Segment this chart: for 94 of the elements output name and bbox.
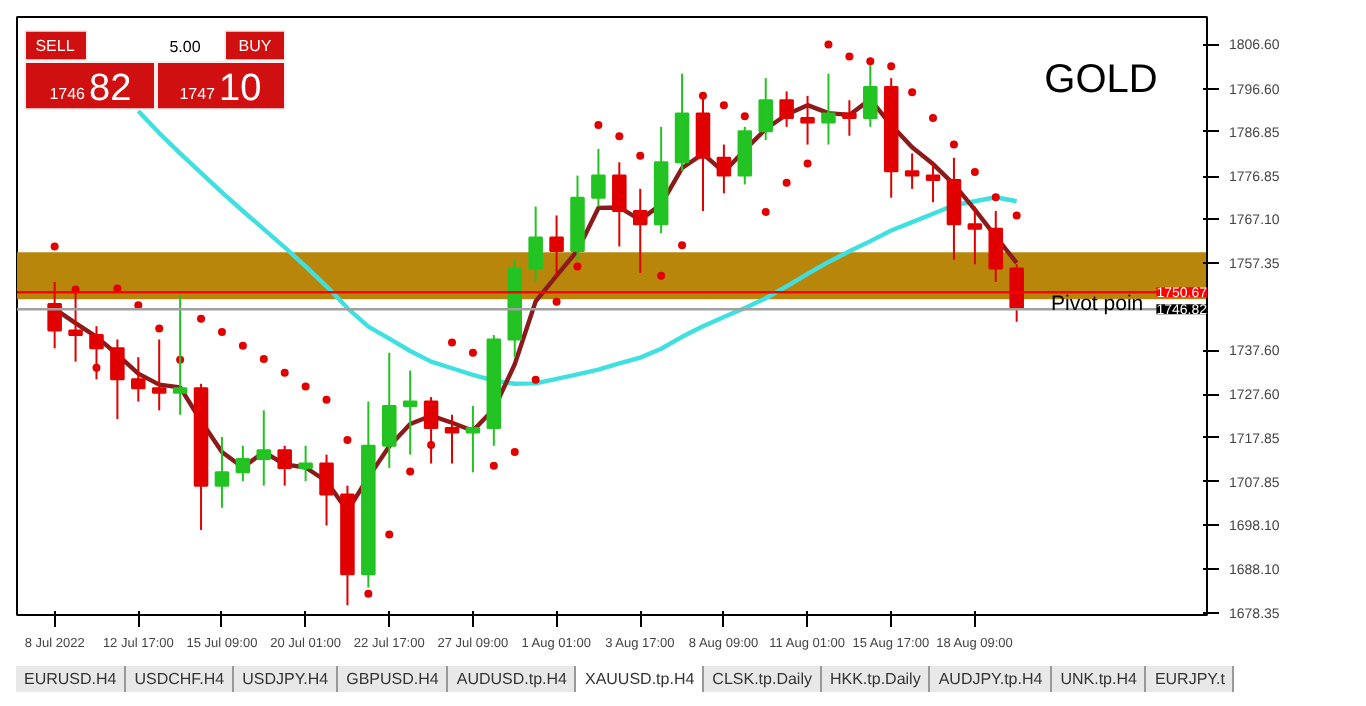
point [510, 448, 519, 456]
text: CLSK.tp.Daily [704, 666, 822, 693]
text: GBPUSD.H4 [338, 666, 449, 693]
point [594, 121, 603, 130]
point [866, 57, 875, 66]
candlestick [821, 72, 836, 146]
annotation: BUY [238, 37, 273, 56]
candlestick [151, 338, 167, 412]
candlestick [381, 351, 397, 469]
point [740, 112, 749, 121]
point [364, 589, 373, 598]
annotation: 5.00 [169, 38, 202, 57]
text: AUDUSD.tp.H4 [448, 666, 577, 693]
candlestick [131, 356, 146, 403]
point [238, 341, 247, 350]
candlestick [842, 99, 857, 137]
annotation: 1747 [179, 85, 217, 104]
point [552, 297, 561, 306]
point [824, 40, 833, 49]
candlestick [612, 161, 627, 248]
candlestick [277, 444, 292, 487]
candlestick [632, 187, 648, 275]
point [322, 395, 331, 404]
point [573, 262, 582, 271]
candlestick [528, 205, 543, 283]
candlestick [737, 125, 753, 186]
point [385, 530, 394, 539]
point [343, 436, 352, 445]
candlestick [758, 77, 773, 142]
candlestick [904, 152, 920, 190]
point [887, 62, 896, 71]
candlestick [319, 453, 334, 527]
point [406, 467, 415, 476]
point [678, 241, 687, 250]
candlestick [988, 210, 1004, 283]
candlestick [214, 435, 230, 509]
candlestick [800, 94, 815, 146]
text: GOLD [1044, 57, 1158, 102]
point [991, 193, 1000, 202]
point [259, 354, 268, 363]
candlestick [110, 338, 125, 421]
point [719, 101, 728, 110]
text: HKK.tp.Daily [821, 666, 931, 693]
candlestick [298, 444, 313, 483]
point [845, 52, 854, 61]
point [531, 375, 540, 384]
point [155, 324, 164, 333]
point [782, 178, 791, 187]
point [217, 327, 226, 336]
text: XAUUSD.tp.H4 [576, 666, 705, 693]
candlestick [695, 94, 711, 213]
text: EURJPY.t [1146, 666, 1235, 693]
line-series [136, 108, 1019, 386]
annotation: 10 [219, 67, 262, 110]
point [468, 348, 477, 357]
candlestick [716, 143, 732, 195]
annotation: SELL [35, 37, 76, 56]
point [448, 338, 457, 347]
point [615, 132, 624, 141]
point [280, 368, 289, 377]
candlestick [779, 90, 794, 128]
point [489, 461, 498, 470]
point [929, 114, 938, 122]
text: UNK.tp.H4 [1052, 666, 1147, 693]
candlestick [946, 156, 962, 261]
candlestick [402, 369, 418, 456]
annotation: Pivot poin [1051, 292, 1144, 317]
point [657, 271, 666, 280]
annotation: 82 [89, 67, 132, 110]
point [1012, 211, 1021, 220]
candlestick [591, 148, 606, 208]
candlestick [1009, 263, 1024, 323]
candlestick [444, 413, 460, 465]
point [970, 168, 979, 177]
candlestick [256, 409, 272, 487]
point [761, 207, 770, 216]
point [301, 382, 310, 391]
candlestick [549, 214, 564, 279]
point [803, 159, 812, 168]
candlestick [465, 404, 481, 474]
point [949, 140, 958, 149]
text: USDCHF.H4 [126, 666, 235, 693]
point [636, 151, 645, 160]
point [197, 314, 206, 323]
candlestick [235, 444, 251, 483]
candlestick [47, 280, 62, 350]
text: EURUSD.H4 [16, 666, 127, 693]
text: AUDJPY.tp.H4 [930, 666, 1053, 693]
candlestick [967, 205, 983, 266]
point [908, 88, 917, 97]
text: USDJPY.H4 [234, 666, 339, 693]
candlestick [925, 161, 941, 204]
annotation: 1746 [49, 85, 87, 104]
point [50, 242, 59, 251]
